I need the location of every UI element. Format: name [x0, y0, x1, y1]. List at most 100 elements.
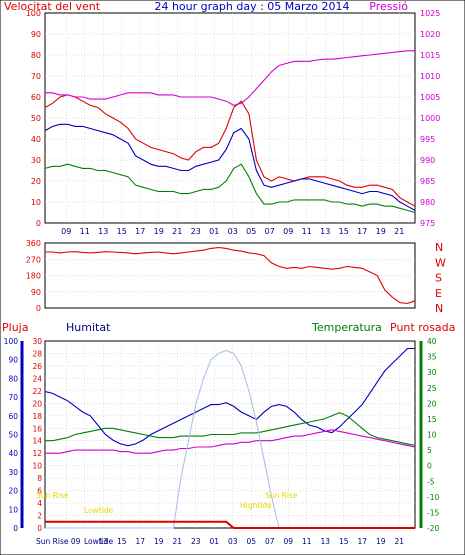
lowtide-bottom-label: Lowtide	[84, 537, 114, 546]
humidity-tick-label: 50	[8, 431, 18, 440]
series-red-line	[45, 520, 415, 529]
rain-tick-label: 8	[37, 474, 42, 483]
tide-sun-annotations: Sun Rise Lowtide Hightide Sun Rise Sun R…	[36, 491, 298, 546]
wind-tick-label: 70	[31, 72, 41, 81]
series-green-line	[45, 412, 416, 446]
humidity-tick-label: 0	[13, 524, 18, 533]
sunrise-bottom-label: Sun Rise 09	[36, 537, 81, 546]
wind-time-ticks: 09 11 13 15 17 19 21 23 01 03 05 07 09 11 13 15 17 19 21	[61, 227, 404, 236]
time-tick-label: 01	[209, 537, 219, 546]
humidity-tick-label: 90	[8, 356, 18, 365]
compass-label: E	[435, 287, 442, 300]
rain-tick-label: 24	[32, 374, 42, 383]
pressure-tick-label: 1015	[420, 51, 440, 60]
rain-tick-label: 28	[32, 349, 42, 358]
time-tick-label: 17	[135, 537, 145, 546]
rain-humidity-temperature-panel: Pluja Humitat Temperatura Punt rosada 0 2…	[2, 321, 455, 546]
wind-series	[44, 50, 416, 214]
time-tick-label: 17	[135, 227, 145, 236]
time-tick-label: 01	[209, 227, 219, 236]
time-tick-label: 09	[61, 227, 71, 236]
temperature-tick-label: -10	[427, 493, 439, 502]
rain-tick-label: 30	[32, 337, 42, 346]
wind-tick-label: 30	[31, 156, 41, 165]
humidity-tick-label: 80	[8, 374, 18, 383]
time-tick-label: 15	[117, 227, 127, 236]
temperature-tick-label: 20	[427, 399, 437, 408]
direction-line	[45, 246, 416, 305]
temperature-tick-label: 35	[427, 353, 437, 362]
temperature-tick-label: -15	[427, 508, 439, 517]
time-tick-label: 17	[357, 537, 367, 546]
series-magenta-line	[45, 50, 415, 106]
humidity-tick-label: 100	[4, 337, 19, 346]
time-tick-label: 13	[320, 227, 330, 236]
climate-series	[44, 347, 416, 529]
direction-tick-label: 270	[26, 255, 41, 264]
rain-tick-label: 22	[32, 387, 42, 396]
wind-tick-label: 0	[36, 219, 41, 228]
compass-label: N	[435, 241, 443, 254]
sunrise-annotation-2: Sun Rise	[265, 491, 298, 500]
time-tick-label: 11	[80, 227, 90, 236]
humidity-tick-label: 60	[8, 412, 18, 421]
rain-tick-label: 14	[32, 437, 42, 446]
compass-label: W	[435, 256, 446, 269]
time-tick-label: 23	[191, 227, 201, 236]
wind-speed-axis-title: Velocitat del vent	[4, 0, 101, 13]
temperature-tick-label: 40	[427, 337, 437, 346]
temperature-axis-title: Temperatura	[311, 321, 382, 334]
series-magenta-line	[45, 429, 416, 454]
humidity-tick-label: 70	[8, 393, 18, 402]
pressure-tick-label: 985	[420, 177, 435, 186]
wind-tick-label: 50	[31, 114, 41, 123]
time-tick-label: 11	[302, 537, 312, 546]
time-tick-label: 07	[265, 537, 275, 546]
humidity-tick-label: 10	[8, 505, 18, 514]
compass-label: N	[435, 302, 443, 315]
pressure-tick-label: 980	[420, 198, 435, 207]
humidity-tick-label: 20	[8, 487, 18, 496]
series-red-line	[44, 94, 416, 207]
pressure-tick-label: 990	[420, 156, 435, 165]
compass-label: S	[435, 272, 442, 285]
temperature-tick-label: 25	[427, 384, 437, 393]
time-tick-label: 09	[283, 537, 293, 546]
time-tick-label: 03	[228, 537, 238, 546]
wind-tick-label: 90	[31, 30, 41, 39]
rain-tick-label: 4	[37, 499, 42, 508]
rain-tick-label: 10	[32, 462, 42, 471]
temperature-tick-label: -5	[427, 477, 435, 486]
humidity-axis-title: Humitat	[66, 321, 111, 334]
graph-title: 24 hour graph day : 05 Marzo 2014	[154, 0, 349, 13]
climate-plot-area	[44, 340, 416, 529]
rain-tick-label: 16	[32, 424, 42, 433]
wind-tick-label: 100	[26, 9, 41, 18]
sunrise-annotation: Sun Rise	[36, 491, 69, 500]
time-tick-label: 21	[394, 227, 404, 236]
time-tick-label: 19	[376, 537, 386, 546]
series-blue-line	[44, 123, 416, 211]
temperature-tick-label: 30	[427, 368, 437, 377]
temperature-tick-label: 5	[427, 446, 432, 455]
time-tick-label: 05	[246, 537, 256, 546]
time-tick-label: 23	[191, 537, 201, 546]
direction-ticks: 360 270 180 90 0	[26, 239, 41, 313]
humidity-tick-label: 40	[8, 449, 18, 458]
wind-tick-label: 60	[31, 93, 41, 102]
rain-tick-label: 26	[32, 362, 42, 371]
time-tick-label: 15	[339, 537, 349, 546]
temperature-tick-label: 10	[427, 431, 437, 440]
pressure-tick-label: 1020	[420, 30, 440, 39]
time-tick-label: 19	[154, 227, 164, 236]
time-tick-label: 21	[394, 537, 404, 546]
temperature-tick-label: 15	[427, 415, 437, 424]
time-tick-label: 21	[172, 227, 182, 236]
pressure-axis-title: Pressió	[369, 0, 408, 13]
pressure-tick-label: 995	[420, 135, 435, 144]
wind-tick-label: 10	[31, 198, 41, 207]
time-tick-label: 19	[376, 227, 386, 236]
